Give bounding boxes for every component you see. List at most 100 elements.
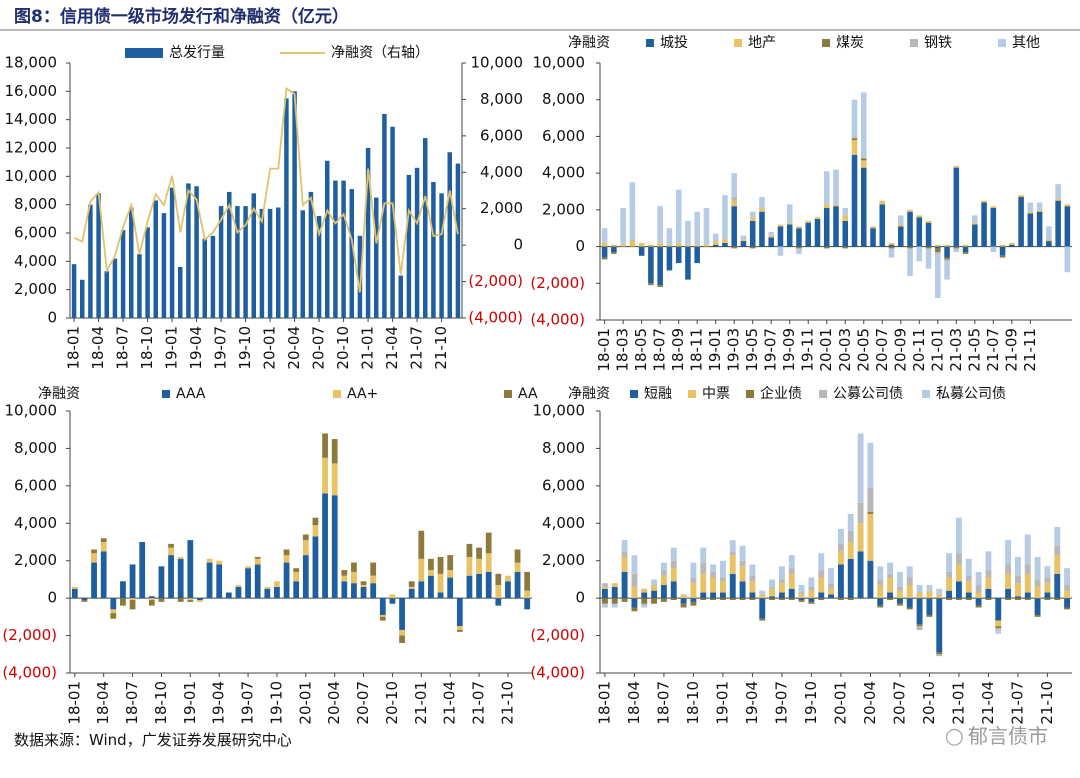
- stacked-bar-segment-1: [370, 583, 377, 599]
- x-tick-label: 21-07: [1008, 681, 1026, 725]
- stacked-bar-segment-2: [187, 598, 194, 601]
- x-tick-label: 20-10: [334, 326, 352, 370]
- stacked-bar-segment-3: [888, 246, 895, 249]
- x-tick-label: 18-01: [595, 681, 613, 725]
- stacked-bar-segment-3: [818, 598, 825, 601]
- issuance-bar: [186, 183, 191, 318]
- stacked-bar-segment-5: [833, 169, 839, 205]
- stacked-bar-segment-4: [877, 579, 884, 586]
- stacked-bar-segment-2: [888, 242, 895, 245]
- stacked-bar-segment-1: [944, 246, 950, 258]
- stacked-bar-segment-1: [907, 211, 913, 247]
- stacked-bar-segment-5: [601, 603, 608, 608]
- stacked-bar-segment-3: [788, 598, 795, 601]
- stacked-bar-segment-3: [428, 558, 434, 571]
- stacked-bar-segment-2: [629, 241, 636, 247]
- stacked-bar-segment-2: [456, 626, 463, 630]
- source-note: 数据来源：Wind，广发证券发展研究中心: [14, 731, 292, 749]
- stacked-bar-segment-1: [466, 575, 473, 599]
- x-tick-label: 18-03: [614, 328, 632, 372]
- stacked-bar-segment-2: [995, 620, 1002, 627]
- stacked-bar-segment-3: [657, 285, 663, 287]
- stacked-bar-segment-1: [972, 224, 978, 247]
- stacked-bar-segment-1: [225, 592, 232, 599]
- x-tick-label: 18-07: [654, 681, 672, 725]
- stacked-bar-segment-1: [621, 571, 628, 599]
- stacked-bar-segment-2: [235, 585, 242, 587]
- issuance-bar: [284, 98, 289, 319]
- x-tick-label: 21-01: [359, 326, 377, 370]
- issuance-bar: [227, 191, 232, 318]
- stacked-bar-segment-5: [842, 208, 849, 216]
- stacked-bar-segment-2: [631, 586, 638, 599]
- stacked-bar-segment-4: [641, 603, 648, 606]
- issuance-bar: [390, 126, 395, 318]
- y-tick-label: 10,000: [533, 402, 586, 420]
- stacked-bar-segment-1: [925, 222, 932, 247]
- stacked-bar-segment-3: [1054, 598, 1061, 601]
- stacked-bar-segment-5: [936, 588, 943, 595]
- x-tick-label: 20-10: [383, 681, 401, 725]
- x-tick-label: 19-01: [163, 326, 181, 370]
- stacked-bar-segment-2: [1064, 204, 1071, 207]
- y-axis-title: 净融资: [568, 35, 610, 51]
- x-tick-label: 20-04: [861, 681, 879, 725]
- stacked-bar-segment-3: [466, 543, 473, 557]
- stacked-bar-segment-1: [1055, 200, 1061, 247]
- issuance-bar: [447, 152, 452, 318]
- x-tick-label: 18-07: [123, 681, 141, 725]
- x-tick-label: 19-07: [212, 326, 230, 370]
- stacked-bar-segment-2: [916, 215, 923, 218]
- stacked-bar-segment-1: [833, 206, 839, 247]
- legend-swatch-1: [162, 390, 170, 398]
- y-left-tick-label: 16,000: [5, 82, 58, 100]
- stacked-bar-segment-1: [870, 228, 876, 247]
- watermark: ○ 郁言债市: [945, 720, 1048, 749]
- stacked-bar-segment-2: [990, 206, 997, 209]
- x-tick-label: 20-01: [817, 328, 835, 372]
- stacked-bar-segment-5: [1064, 568, 1071, 586]
- stacked-bar-segment-1: [651, 590, 658, 599]
- stacked-bar-segment-2: [965, 581, 972, 593]
- x-tick-label: 19-04: [743, 681, 761, 725]
- y-tick-label: 8,000: [542, 90, 585, 108]
- x-tick-label: 18-04: [89, 326, 107, 370]
- stacked-bar-segment-1: [670, 581, 677, 599]
- stacked-bar-segment-1: [631, 598, 638, 608]
- y-tick-label: (2,000): [530, 626, 585, 644]
- stacked-bar-segment-2: [729, 555, 736, 574]
- stacked-bar-segment-4: [749, 575, 756, 582]
- x-tick-label: 19-04: [210, 681, 228, 725]
- issuance-bar: [218, 206, 224, 318]
- stacked-bar-segment-5: [867, 442, 874, 488]
- stacked-bar-segment-5: [990, 246, 997, 253]
- stacked-bar-segment-2: [485, 553, 492, 572]
- x-tick-label: 21-09: [1002, 328, 1020, 372]
- stacked-bar-segment-1: [177, 558, 184, 599]
- stacked-bar-segment-4: [731, 197, 737, 201]
- stacked-bar-segment-3: [778, 598, 785, 601]
- stacked-bar-segment-1: [1027, 213, 1034, 247]
- legend-swatch-1: [630, 390, 638, 398]
- stacked-bar-segment-3: [100, 538, 107, 542]
- stacked-bar-segment-3: [907, 246, 913, 249]
- stacked-bar-segment-2: [71, 586, 78, 589]
- stacked-bar-segment-2: [896, 590, 903, 599]
- wechat-icon: ○: [944, 724, 964, 749]
- stacked-bar-segment-2: [749, 581, 756, 593]
- stacked-bar-segment-4: [828, 583, 835, 589]
- stacked-bar-segment-1: [788, 588, 795, 599]
- stacked-bar-segment-1: [999, 246, 1006, 256]
- legend-swatch-3: [504, 390, 512, 398]
- stacked-bar-segment-2: [740, 239, 747, 242]
- y-tick-label: 2,000: [542, 200, 585, 218]
- stacked-bar-segment-3: [1034, 614, 1041, 617]
- stacked-bar-segment-2: [418, 558, 425, 582]
- stacked-bar-segment-1: [638, 246, 645, 256]
- stacked-bar-segment-2: [322, 457, 328, 494]
- stacked-bar-segment-1: [808, 598, 815, 602]
- stacked-bar-segment-2: [926, 590, 933, 599]
- issuance-bar: [202, 238, 207, 318]
- stacked-bar-segment-4: [975, 585, 982, 593]
- issuance-bar: [137, 254, 142, 318]
